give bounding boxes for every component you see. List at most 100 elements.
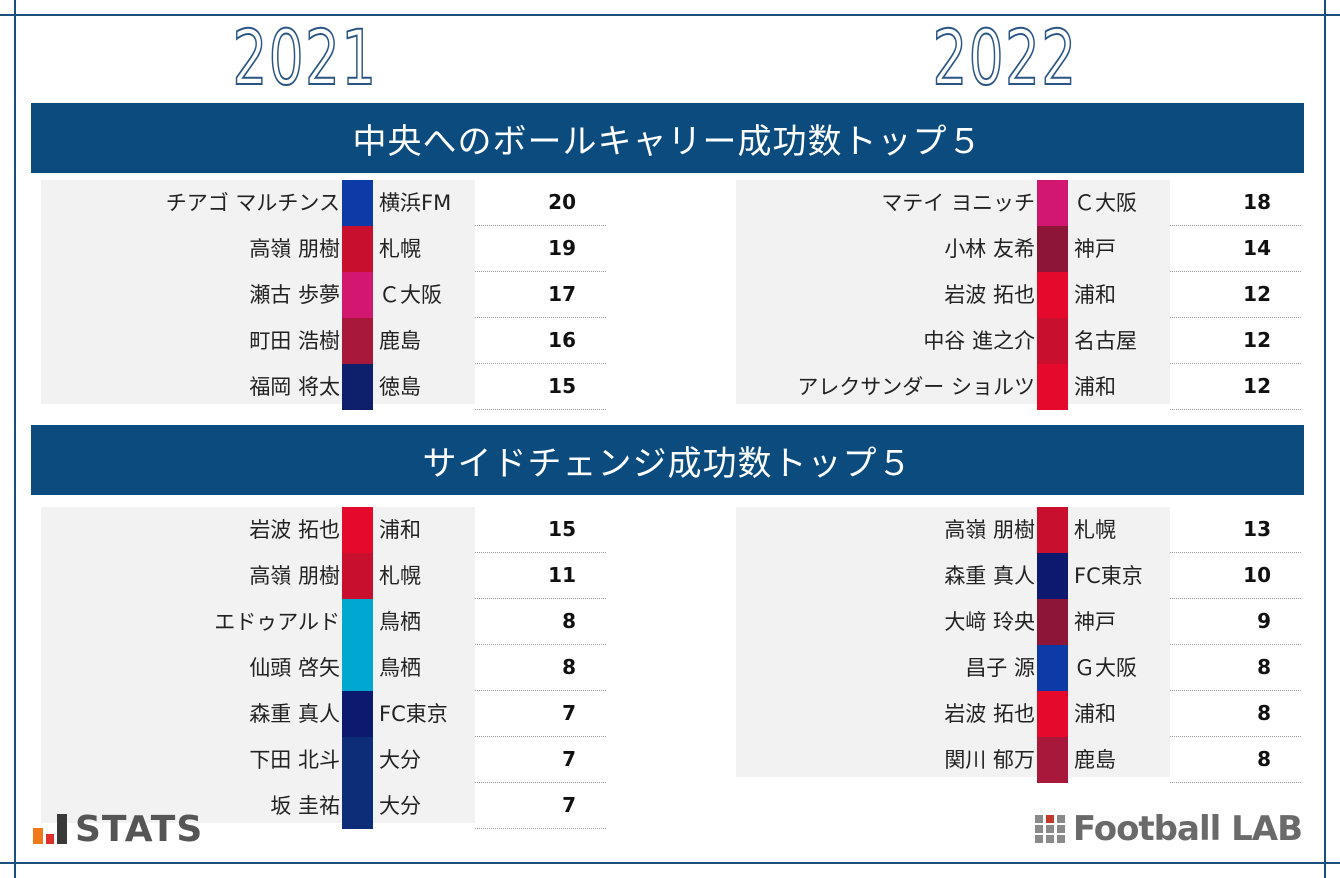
team-color-swatch: [1037, 226, 1068, 272]
ranking-row: 高嶺 朋樹 札幌 11: [41, 553, 606, 599]
value-cell: 15: [475, 364, 606, 410]
ranking-row: 岩波 拓也 浦和 8: [736, 691, 1301, 737]
value-cell: 8: [1170, 737, 1301, 783]
team-name: 鹿島: [1074, 748, 1116, 772]
team-color-swatch: [342, 737, 373, 783]
team-name: 浦和: [379, 518, 421, 542]
ranking-row: 坂 圭祐 大分 7: [41, 783, 606, 829]
ranking-row: アレクサンダー ショルツ 浦和 12: [736, 364, 1301, 410]
team-color-swatch: [1037, 272, 1068, 318]
team-color-swatch: [342, 783, 373, 829]
ranking-row: 仙頭 啓矢 鳥栖 8: [41, 645, 606, 691]
team-name: 鳥栖: [379, 656, 421, 680]
player-name: チアゴ マルチンス: [165, 191, 340, 215]
ranking-row: 高嶺 朋樹 札幌 13: [736, 507, 1301, 553]
team-color-swatch: [342, 364, 373, 410]
team-color-swatch: [342, 180, 373, 226]
success-count: 19: [548, 236, 576, 260]
ranking-row: 大﨑 玲央 神戸 9: [736, 599, 1301, 645]
player-name: 森重 真人: [944, 564, 1035, 588]
team-color-swatch: [342, 599, 373, 645]
team-color-swatch: [342, 507, 373, 553]
value-cell: 11: [475, 553, 606, 599]
value-cell: 14: [1170, 226, 1301, 272]
football-lab-grid-icon: [1034, 815, 1065, 843]
team-color-swatch: [342, 272, 373, 318]
success-count: 20: [548, 190, 576, 214]
player-name: エドゥアルド: [214, 610, 340, 634]
player-name: 高嶺 朋樹: [249, 564, 340, 588]
value-cell: 9: [1170, 599, 1301, 645]
value-cell: 19: [475, 226, 606, 272]
value-cell: 12: [1170, 364, 1301, 410]
success-count: 13: [1243, 517, 1271, 541]
success-count: 14: [1243, 236, 1271, 260]
success-count: 8: [1257, 747, 1271, 771]
success-count: 8: [1257, 655, 1271, 679]
team-name: 徳島: [379, 375, 421, 399]
team-name: 神戸: [1074, 237, 1116, 261]
value-cell: 18: [1170, 180, 1301, 226]
success-count: 10: [1243, 563, 1271, 587]
player-name: 瀬古 歩夢: [249, 283, 340, 307]
team-name: Ｃ大阪: [1074, 191, 1137, 215]
team-name: Ｇ大阪: [1074, 656, 1137, 680]
player-name: 中谷 進之介: [923, 329, 1035, 353]
ranking-row: 瀬古 歩夢 Ｃ大阪 17: [41, 272, 606, 318]
ranking-row: 福岡 将太 徳島 15: [41, 364, 606, 410]
value-cell: 8: [1170, 645, 1301, 691]
team-name: 浦和: [1074, 702, 1116, 726]
section-title-ball-carry: 中央へのボールキャリー成功数トップ５: [31, 103, 1304, 173]
team-name: 浦和: [1074, 375, 1116, 399]
success-count: 16: [548, 328, 576, 352]
success-count: 18: [1243, 190, 1271, 214]
team-name: Ｃ大阪: [379, 283, 442, 307]
ranking-row: 中谷 進之介 名古屋 12: [736, 318, 1301, 364]
player-name: 昌子 源: [965, 656, 1035, 680]
player-name: 小林 友希: [944, 237, 1035, 261]
team-color-swatch: [1037, 364, 1068, 410]
value-cell: 7: [475, 691, 606, 737]
team-color-swatch: [342, 691, 373, 737]
frame-right-border: [1324, 0, 1326, 878]
value-cell: 10: [1170, 553, 1301, 599]
success-count: 7: [562, 793, 576, 817]
year-heading-right: 2022: [932, 13, 1078, 102]
player-name: 町田 浩樹: [249, 329, 340, 353]
value-cell: 12: [1170, 318, 1301, 364]
team-color-swatch: [1037, 645, 1068, 691]
player-name: 下田 北斗: [249, 748, 340, 772]
frame-left-border: [14, 0, 16, 878]
team-color-swatch: [1037, 691, 1068, 737]
team-color-swatch: [1037, 599, 1068, 645]
success-count: 12: [1243, 328, 1271, 352]
value-cell: 7: [475, 783, 606, 829]
ranking-row: 昌子 源 Ｇ大阪 8: [736, 645, 1301, 691]
stats-logo-text: STATS: [75, 808, 204, 850]
team-name: 鳥栖: [379, 610, 421, 634]
ranking-panel-ball-carry-2021: チアゴ マルチンス 横浜FM 20 高嶺 朋樹 札幌 19 瀬古 歩夢 Ｃ大阪 17 町田 浩樹 鹿…: [41, 180, 606, 410]
value-cell: 12: [1170, 272, 1301, 318]
player-name: 岩波 拓也: [944, 283, 1035, 307]
team-name: 大分: [379, 748, 421, 772]
ranking-row: 岩波 拓也 浦和 12: [736, 272, 1301, 318]
section-title-side-change: サイドチェンジ成功数トップ５: [31, 425, 1304, 495]
value-cell: 8: [1170, 691, 1301, 737]
team-name: 札幌: [1074, 518, 1116, 542]
player-name: 岩波 拓也: [249, 518, 340, 542]
value-cell: 7: [475, 737, 606, 783]
player-name: 坂 圭祐: [270, 794, 340, 818]
team-name: 神戸: [1074, 610, 1116, 634]
team-name: 札幌: [379, 564, 421, 588]
team-name: 名古屋: [1074, 329, 1137, 353]
ranking-panel-ball-carry-2022: マテイ ヨニッチ Ｃ大阪 18 小林 友希 神戸 14 岩波 拓也 浦和 12 中谷 進之介 名古屋…: [736, 180, 1301, 410]
team-color-swatch: [342, 226, 373, 272]
ranking-row: 関川 郁万 鹿島 8: [736, 737, 1301, 783]
value-cell: 17: [475, 272, 606, 318]
player-name: 大﨑 玲央: [944, 610, 1035, 634]
success-count: 15: [548, 517, 576, 541]
team-color-swatch: [1037, 507, 1068, 553]
ranking-row: 小林 友希 神戸 14: [736, 226, 1301, 272]
value-cell: 20: [475, 180, 606, 226]
year-heading-left: 2021: [232, 13, 378, 102]
